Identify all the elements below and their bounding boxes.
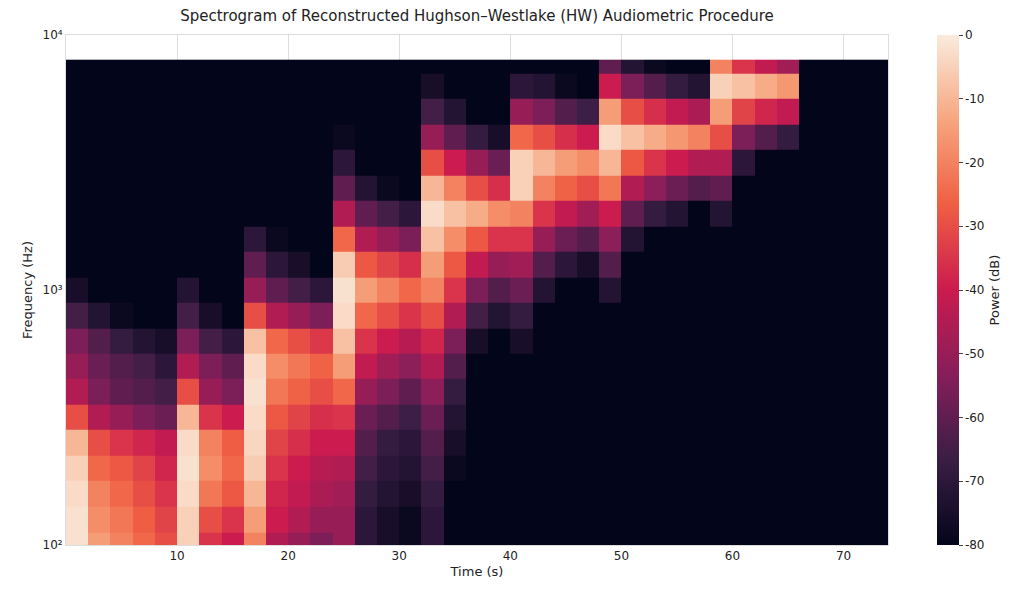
svg-text:-50: -50 [965,347,985,361]
svg-text:50: 50 [614,549,629,563]
svg-text:40: 40 [503,549,518,563]
svg-text:Power (dB): Power (dB) [987,255,1002,326]
svg-text:10: 10 [169,549,184,563]
svg-text:30: 30 [392,549,407,563]
svg-text:20: 20 [281,549,296,563]
svg-text:0: 0 [965,28,973,42]
svg-text:10²: 10² [43,538,63,552]
svg-text:-60: -60 [965,411,985,425]
svg-text:-80: -80 [965,538,985,552]
svg-text:-70: -70 [965,474,985,488]
svg-text:Time (s): Time (s) [450,564,504,579]
svg-text:10³: 10³ [43,283,63,297]
svg-text:60: 60 [725,549,740,563]
svg-text:-30: -30 [965,219,985,233]
svg-text:Spectrogram of Reconstructed H: Spectrogram of Reconstructed Hughson–Wes… [180,7,774,25]
svg-text:-10: -10 [965,92,985,106]
svg-text:-40: -40 [965,283,985,297]
svg-text:10⁴: 10⁴ [43,28,63,42]
svg-text:Frequency (Hz): Frequency (Hz) [20,241,35,339]
svg-text:-20: -20 [965,156,985,170]
svg-text:70: 70 [836,549,851,563]
